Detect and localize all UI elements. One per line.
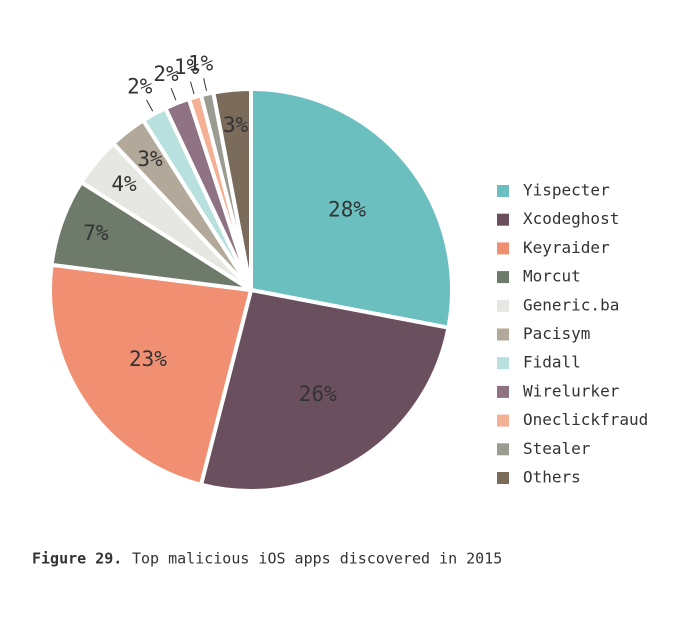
data-label: 28%: [328, 198, 366, 222]
data-label: 23%: [129, 347, 167, 371]
legend-swatch: [497, 443, 509, 456]
pie-slice: [198, 287, 451, 493]
data-label: 4%: [111, 172, 137, 196]
pie-slice: [210, 86, 253, 291]
legend-swatch: [497, 385, 509, 398]
data-label: 3%: [223, 113, 249, 137]
legend-swatch: [497, 185, 509, 197]
data-label: 7%: [83, 221, 109, 245]
legend-label: Keyraider: [523, 238, 610, 257]
legend-label: Oneclickfraud: [523, 410, 648, 429]
legend-label: Pacisym: [523, 324, 590, 343]
data-label: 1%: [188, 52, 214, 76]
legend-label: Xcodeghost: [523, 209, 619, 228]
legend-label: Fidall: [523, 353, 581, 372]
legend-swatch: [497, 271, 509, 284]
legend-swatch: [497, 414, 509, 427]
legend-swatch: [497, 242, 509, 255]
legend-label: Yispecter: [523, 181, 610, 200]
leader-line: [203, 78, 207, 92]
data-label: 3%: [137, 147, 163, 171]
leader-line: [189, 81, 195, 95]
data-label: 2%: [153, 62, 179, 86]
data-label: 1%: [174, 55, 200, 79]
legend-label: Others: [523, 468, 581, 487]
legend-swatch: [497, 213, 509, 226]
data-label: 2%: [127, 75, 153, 99]
legend-swatch: [497, 357, 509, 370]
legend-label: Generic.ba: [523, 295, 619, 314]
legend-swatch: [497, 328, 509, 341]
caption-label: Figure 29.: [32, 550, 122, 568]
data-label: 26%: [299, 382, 337, 406]
legend-label: Wirelurker: [523, 381, 620, 400]
caption: Top malicious iOS apps discovered in 201…: [132, 550, 502, 568]
leader-line: [170, 88, 177, 101]
legend-label: Morcut: [523, 267, 581, 286]
pie-slice: [249, 86, 454, 331]
leader-line: [146, 99, 154, 112]
legend-label: Stealer: [523, 439, 591, 458]
pie-slice: [48, 262, 254, 488]
legend-swatch: [497, 299, 509, 312]
legend-swatch: [497, 472, 509, 484]
